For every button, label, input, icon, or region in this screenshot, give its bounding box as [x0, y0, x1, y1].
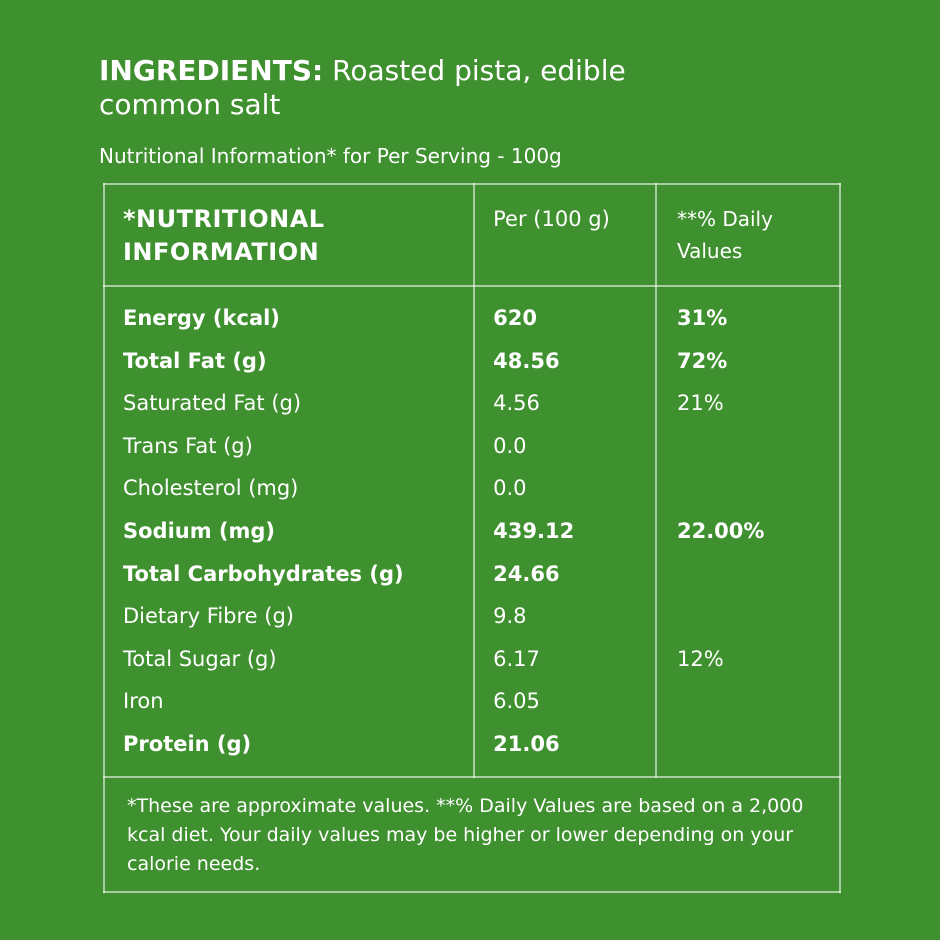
cell-per-100g: 24.66: [493, 561, 560, 586]
cell-daily-value: 72%: [676, 348, 728, 373]
nutrient-column: Energy (kcal) Total Fat (g) Saturated Fat …: [102, 285, 476, 778]
cell-daily-value: 31%: [676, 306, 728, 330]
cell-per-100g: 48.56: [493, 348, 560, 373]
cell-per-100g: 9.8: [493, 604, 527, 629]
header-text: **% Daily Values: [676, 207, 773, 263]
ingredients-label: INGREDIENTS:: [99, 54, 324, 87]
cell-nutrient: Saturated Fat (g): [123, 391, 302, 416]
per-column: 620 48.56 4.56 0.0 0.0 439.12 24.66 9.8 6.17 6.05…: [473, 285, 657, 778]
cell-nutrient: Protein (g): [123, 731, 252, 756]
cell-daily-value: 22.00%: [676, 518, 765, 543]
cell-nutrient: Total Fat (g): [123, 348, 267, 373]
header-cell: Per (100 g): [473, 183, 657, 287]
cell-nutrient: Total Carbohydrates (g): [123, 561, 404, 586]
footnote-row: *These are approximate values. **% Daily…: [103, 775, 841, 893]
footnote: *These are approximate values. **% Daily…: [103, 775, 841, 893]
dv-column: 31% 72% 21% 22.00% 12%: [654, 285, 842, 778]
cell-per-100g: 6.17: [493, 646, 540, 671]
cell-daily-value: 21%: [676, 391, 724, 416]
body-row: Energy (kcal) Total Fat (g) Saturated Fat …: [102, 285, 842, 778]
cell-daily-value: [657, 553, 839, 596]
cell-daily-value: [657, 425, 839, 468]
cell-nutrient: Cholesterol (mg): [123, 476, 299, 501]
header-text: Per (100 g): [493, 207, 610, 231]
cell-nutrient: Trans Fat (g): [123, 433, 253, 458]
cell-nutrient: Dietary Fibre (g): [123, 604, 294, 629]
cell-daily-value: [657, 467, 839, 510]
cell-per-100g: 0.0: [493, 476, 527, 501]
cell-nutrient: Sodium (mg): [123, 518, 276, 543]
subtitle: Nutritional Information* for Per Serving…: [99, 144, 562, 168]
cell-daily-value: [657, 680, 839, 723]
cell-per-100g: 439.12: [493, 518, 575, 543]
cell-per-100g: 0.0: [493, 433, 527, 458]
cell-per-100g: 4.56: [493, 391, 540, 416]
nutrition-table: *NUTRITIONAL INFORMATION Per (100 g) **%…: [102, 183, 842, 893]
cell-nutrient: Energy (kcal): [123, 306, 280, 330]
cell-nutrient: Iron: [123, 689, 164, 714]
cell-per-100g: 620: [493, 306, 537, 330]
cell-daily-value: [657, 595, 839, 638]
cell-per-100g: 6.05: [493, 689, 540, 714]
header-text: *NUTRITIONAL INFORMATION: [123, 205, 325, 266]
cell-daily-value: [657, 723, 839, 766]
cell-per-100g: 21.06: [493, 731, 560, 756]
cell-daily-value: 12%: [676, 646, 724, 671]
header-cell: **% Daily Values: [654, 183, 842, 287]
ingredients-text: Roasted pista, edible common salt: [99, 54, 626, 121]
ingredients: INGREDIENTS: Roasted pista, edible commo…: [99, 54, 679, 122]
header-row: *NUTRITIONAL INFORMATION Per (100 g) **%…: [102, 183, 842, 287]
cell-nutrient: Total Sugar (g): [123, 646, 277, 671]
header-cell: *NUTRITIONAL INFORMATION: [102, 183, 476, 287]
